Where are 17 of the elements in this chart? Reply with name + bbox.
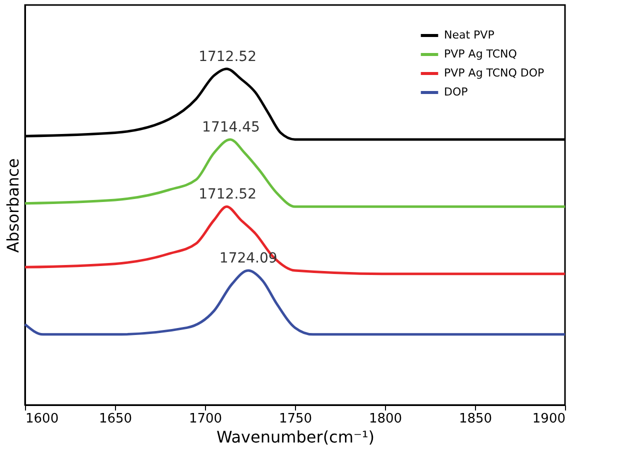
annotation: 1712.52	[198, 186, 256, 203]
annotation: 1714.45	[202, 119, 260, 136]
annotation: 1712.52	[198, 48, 256, 65]
x-axis-title: Wavenumber(cm⁻¹)	[216, 428, 375, 446]
annotation: 1724.09	[219, 250, 278, 267]
legend-label: PVP Ag TCNQ	[444, 48, 518, 60]
y-axis-title: Absorbance	[4, 158, 22, 253]
x-tick-label: 1800	[368, 412, 402, 426]
legend-label: Neat PVP	[444, 28, 495, 42]
legend-label: DOP	[444, 86, 468, 98]
x-tick-label: 1600	[26, 412, 59, 426]
x-tick-label: 1850	[458, 412, 492, 426]
x-tick-label: 1900	[532, 412, 566, 426]
x-tick-label: 1750	[278, 412, 312, 426]
legend-label: PVP Ag TCNQ DOP	[444, 66, 545, 80]
x-tick-label: 1700	[188, 412, 222, 426]
x-tick-label: 1650	[98, 412, 132, 426]
